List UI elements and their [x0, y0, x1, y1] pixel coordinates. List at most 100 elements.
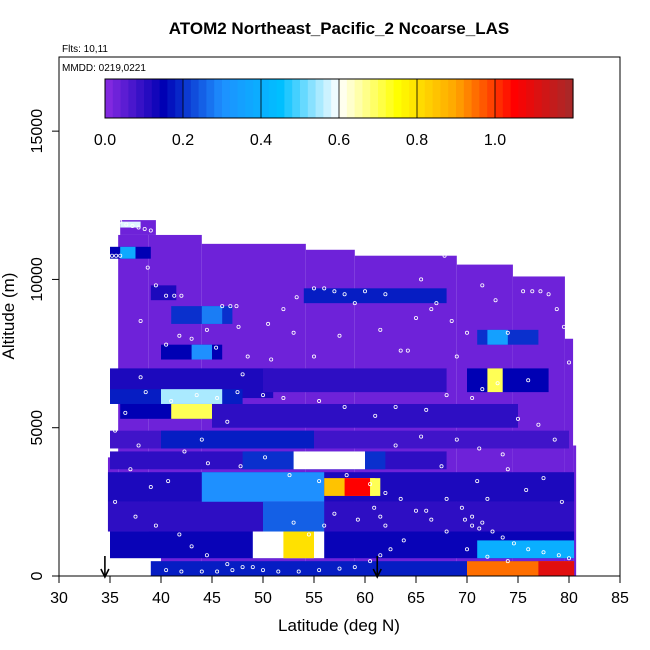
measurement-point-0 — [118, 219, 123, 224]
colorbar-segment-27 — [315, 79, 324, 118]
colorbar-segment-46 — [463, 79, 473, 118]
colorbar-segment-44 — [448, 79, 457, 118]
colorbar-segment-14 — [214, 79, 223, 118]
colorbar-segment-0 — [105, 79, 114, 118]
measurement-point-145 — [128, 467, 133, 472]
measurement-point-24 — [245, 354, 250, 359]
measurement-point-85 — [470, 514, 475, 519]
x-tick-label-0: 30 — [50, 590, 68, 607]
measurement-point-130 — [419, 277, 424, 282]
measurement-point-28 — [311, 286, 316, 291]
colorbar-tick-label-5: 1.0 — [484, 132, 506, 149]
colorbar-segment-15 — [222, 79, 231, 118]
colorbar-segment-30 — [339, 79, 348, 118]
y-tick-label-1: 5000 — [29, 410, 46, 446]
colorbar-segment-54 — [526, 79, 535, 118]
heatmap-cell-34 — [283, 531, 314, 559]
measurement-point-58 — [373, 413, 378, 418]
measurement-point-26 — [281, 307, 286, 312]
heatmap-cell-31 — [263, 501, 325, 532]
measurement-point-131 — [434, 301, 439, 306]
colorbar-segment-38 — [401, 79, 410, 118]
measurement-point-92 — [556, 553, 561, 558]
measurement-point-69 — [113, 428, 118, 433]
measurement-point-148 — [419, 434, 424, 439]
heatmap-cell-24 — [293, 451, 365, 470]
measurement-point-134 — [454, 354, 459, 359]
measurement-point-64 — [215, 396, 220, 401]
y-tick-label-3: 15000 — [29, 109, 46, 154]
measurement-point-60 — [317, 399, 322, 404]
measurement-point-99 — [204, 553, 209, 558]
measurement-point-42 — [493, 298, 498, 303]
x-tick-label-3: 45 — [203, 590, 221, 607]
measurement-point-119 — [291, 520, 296, 525]
measurement-point-32 — [352, 301, 357, 306]
measurement-point-76 — [317, 479, 322, 484]
colorbar-segment-53 — [518, 79, 527, 118]
x-tick-label-5: 55 — [305, 590, 323, 607]
colorbar-tick-label-4: 0.8 — [406, 132, 428, 149]
measurement-point-136 — [337, 333, 342, 338]
measurement-point-160 — [505, 559, 510, 564]
measurement-point-48 — [554, 307, 559, 312]
measurement-point-31 — [342, 292, 347, 297]
measurement-points — [110, 219, 572, 574]
colorbar-segment-26 — [307, 79, 317, 118]
colorbar-segment-20 — [261, 79, 270, 118]
measurement-point-20 — [164, 342, 169, 347]
measurement-point-115 — [215, 569, 220, 574]
measurement-point-114 — [199, 569, 204, 574]
colorbar-tick-label-3: 0.6 — [328, 132, 350, 149]
measurement-point-27 — [294, 295, 299, 300]
heatmap-cell-18 — [171, 403, 223, 419]
measurement-point-73 — [238, 464, 243, 469]
x-axis: 30 35 40 45 50 55 60 65 70 75 80 85 — [50, 576, 629, 607]
y-tick-label-2: 10000 — [29, 257, 46, 302]
measurement-point-87 — [490, 529, 495, 534]
colorbar-segment-18 — [245, 79, 254, 118]
measurement-point-127 — [524, 487, 529, 492]
chart-title: ATOM2 Northeast_Pacific_2 Ncoarse_LAS — [169, 19, 509, 38]
x-tick-label-11: 85 — [611, 590, 629, 607]
measurement-point-125 — [485, 496, 490, 501]
measurement-point-44 — [521, 289, 526, 294]
measurement-point-121 — [322, 523, 327, 528]
measurement-point-101 — [240, 565, 245, 570]
measurement-point-124 — [475, 479, 480, 484]
heatmap-cell-3 — [150, 285, 177, 301]
heatmap-cell-16 — [161, 389, 223, 404]
measurement-point-78 — [368, 482, 373, 487]
colorbar-segment-2 — [120, 79, 129, 118]
colorbar-segment-37 — [393, 79, 402, 118]
dates-label: MMDD: 0219,0221 — [62, 63, 146, 74]
measurement-point-7 — [114, 253, 119, 258]
measurement-point-39 — [442, 253, 447, 258]
measurement-point-149 — [439, 464, 444, 469]
colorbar-segment-58 — [557, 79, 566, 118]
colorbar-tick-label-2: 0.4 — [250, 132, 272, 149]
heatmap-cell-35 — [477, 540, 575, 559]
measurement-point-150 — [454, 437, 459, 442]
measurement-point-86 — [480, 520, 485, 525]
measurement-point-77 — [344, 473, 349, 478]
measurement-point-142 — [199, 437, 204, 442]
heatmap-cell-14 — [487, 368, 503, 393]
measurement-point-10 — [153, 283, 158, 288]
colorbar-segment-51 — [502, 79, 512, 118]
measurement-point-129 — [559, 499, 564, 504]
measurement-point-8 — [118, 253, 123, 258]
measurement-point-30 — [332, 289, 337, 294]
colorbar-segment-45 — [456, 79, 465, 118]
colorbar-segment-16 — [229, 79, 239, 118]
measurement-point-117 — [250, 565, 255, 570]
colorbar-tick-label-0: 0.0 — [94, 132, 116, 149]
y-axis: 0 5000 10000 15000 — [29, 109, 59, 580]
measurement-point-11 — [164, 293, 169, 298]
measurement-point-137 — [311, 354, 316, 359]
measurement-point-147 — [393, 443, 398, 448]
measurement-point-12 — [172, 293, 177, 298]
measurement-point-21 — [138, 318, 143, 323]
x-tick-label-2: 40 — [152, 590, 170, 607]
measurement-point-53 — [480, 387, 485, 392]
